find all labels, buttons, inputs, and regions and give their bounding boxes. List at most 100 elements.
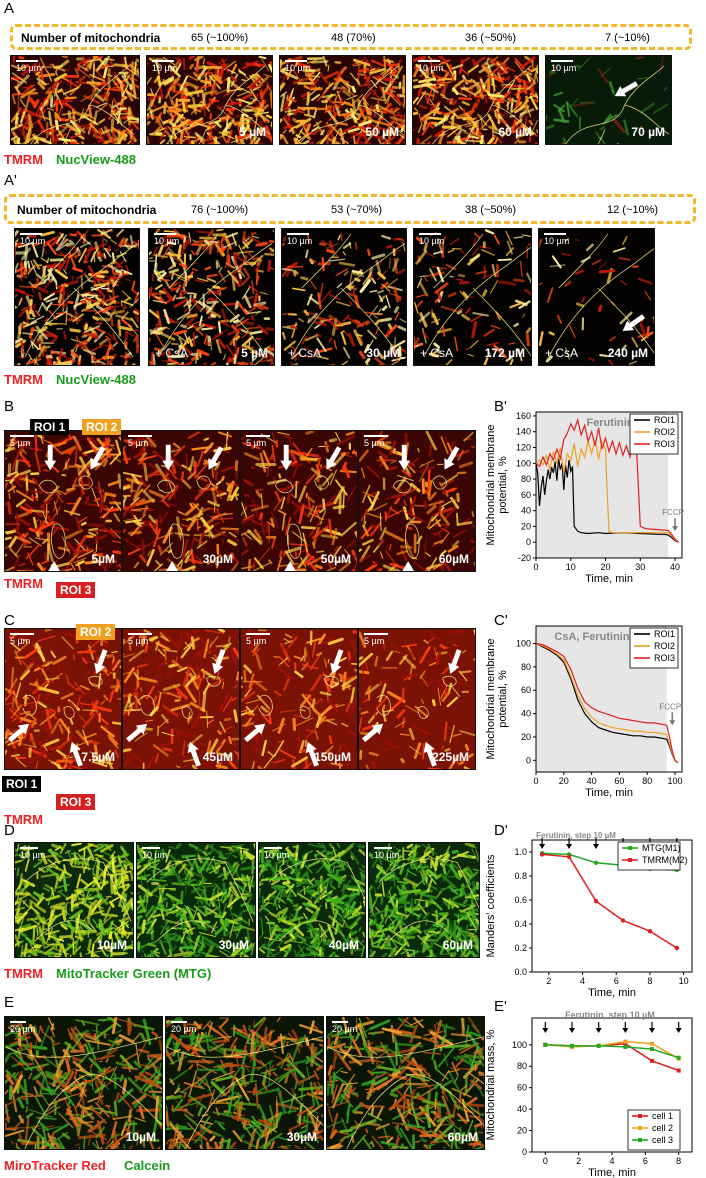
scale-bar-label: 10 µm: [20, 850, 46, 860]
micrograph: 10 µm 30 µM + CsA: [281, 228, 407, 366]
scale-bar-label: 10 µm: [20, 236, 46, 246]
scale-bar-label: 5 µm: [10, 438, 31, 448]
roi-2-label: ROI 2: [76, 624, 116, 640]
concentration-label: 60 µM: [498, 125, 532, 139]
micrograph: 5 µm 30µM: [122, 430, 240, 572]
legend-marker: [628, 858, 632, 862]
mito-count-value: 38 (~50%): [465, 204, 517, 216]
scale-bar-label: 20 µm: [10, 1024, 36, 1034]
data-point: [596, 1043, 601, 1048]
micrograph: 10 µm 5 µM: [146, 55, 273, 145]
data-point: [647, 929, 653, 934]
legend-marker: [638, 1114, 642, 1118]
y-tick-label: 40: [517, 1104, 527, 1114]
concentration-label: 30µM: [218, 938, 249, 952]
data-point: [650, 1041, 654, 1046]
scale-bar: [374, 847, 392, 849]
legend: ROI1 ROI2 ROI3: [629, 627, 679, 669]
y-tick-label: 40: [521, 506, 531, 516]
scale-bar-label: 10 µm: [264, 850, 290, 860]
y-tick-label: 80: [521, 662, 531, 672]
legend-label: TMRM(M2): [642, 855, 688, 865]
micrograph: 10 µm 240 µM + CsA: [538, 228, 655, 366]
fccp-arrowhead: [672, 526, 679, 532]
concentration-label: 60µM: [447, 1130, 478, 1144]
legend-label: ROI3: [654, 439, 675, 449]
concentration-label: 30µM: [286, 1130, 317, 1144]
y-tick-label: 0.8: [514, 871, 527, 881]
mito-count-box-a-prime: Number of mitochondria 76 (~100%) 53 (~7…: [4, 194, 696, 224]
step-arrow: [622, 1022, 629, 1033]
data-point: [650, 1047, 654, 1052]
micrograph: 10 µm 70 µM: [545, 55, 672, 145]
data-point: [674, 945, 680, 951]
legend-label: ROI1: [654, 415, 675, 425]
scale-bar-label: 10 µm: [285, 63, 311, 73]
series-line: [545, 1040, 680, 1060]
y-tick-label: 0.0: [514, 967, 527, 977]
panel-label-c-prime: C': [494, 612, 508, 629]
chart-c-prime: 0 20 40 60 80 100 0 20 40 60 80 100 Time, min Mitocho…: [484, 618, 706, 799]
x-tick-label: 10: [679, 976, 689, 986]
scale-bar-label: 5 µm: [128, 438, 149, 448]
scale-bar-label: 20 µm: [171, 1024, 197, 1034]
legend-label: cell 2: [652, 1123, 673, 1133]
concentration-label: 30µM: [202, 552, 233, 566]
x-tick-label: 2: [576, 1156, 581, 1166]
data-point: [676, 1068, 681, 1073]
x-tick-label: 20: [601, 562, 611, 572]
x-tick-label: 100: [668, 776, 683, 786]
concentration-label: 10µM: [96, 938, 127, 952]
micrograph: 5 µm 225µM: [358, 628, 476, 770]
csa-label: + CsA: [288, 346, 322, 360]
concentration-label: 5µM: [91, 552, 115, 566]
data-point: [623, 1039, 628, 1044]
concentration-label: 70 µM: [631, 125, 665, 139]
roi-3-label: ROI 3: [56, 582, 96, 598]
scale-bar: [128, 435, 152, 437]
y-tick-label: 80: [521, 474, 531, 484]
legend-calcein: Calcein: [124, 1158, 171, 1173]
scale-bar: [419, 233, 441, 235]
scale-bar-label: 10 µm: [142, 850, 168, 860]
concentration-label: 150µM: [314, 750, 351, 764]
scale-bar: [10, 633, 34, 635]
concentration-label: 5 µM: [239, 125, 266, 139]
concentration-label: 45µM: [202, 750, 233, 764]
mito-count-value: 7 (~10%): [605, 32, 650, 44]
micrograph: 5 µm 60µM: [358, 430, 476, 572]
legend: cell 1 cell 2 cell 3: [627, 1109, 681, 1151]
x-axis-label: Time, min: [585, 573, 633, 584]
step-arrow: [569, 1022, 575, 1033]
scale-bar: [544, 233, 566, 235]
x-axis-label: Time, min: [588, 1167, 636, 1178]
data-point: [543, 1042, 548, 1047]
series-line: [545, 1044, 679, 1059]
legend-tmrm: TMRM: [4, 812, 43, 827]
concentration-label: 50µM: [320, 552, 351, 566]
x-tick-label: 80: [642, 776, 652, 786]
x-tick-label: 40: [587, 776, 597, 786]
micrograph: 20 µm 30µM: [165, 1016, 324, 1150]
y-tick-label: 60: [521, 490, 531, 500]
legend-label: ROI2: [654, 641, 675, 651]
scale-bar: [285, 60, 307, 62]
mito-count-value: 65 (~100%): [191, 32, 249, 44]
x-tick-label: 60: [614, 776, 624, 786]
y-axis-label: potential, %: [497, 456, 509, 514]
concentration-label: 10µM: [125, 1130, 156, 1144]
concentration-label: 7.5µM: [81, 750, 115, 764]
data-point: [593, 899, 599, 904]
y-tick-label: 140: [516, 427, 531, 437]
micrograph: 10 µm 30µM: [136, 842, 256, 958]
concentration-label: 240 µM: [607, 346, 648, 360]
micrograph: 10 µm 40µM: [258, 842, 366, 958]
micrograph: 5 µm 50µM: [240, 430, 358, 572]
series-line: [535, 458, 679, 543]
concentration-label: 225µM: [432, 750, 469, 764]
y-tick-label: 100: [516, 458, 531, 468]
mito-count-value: 76 (~100%): [191, 204, 249, 216]
